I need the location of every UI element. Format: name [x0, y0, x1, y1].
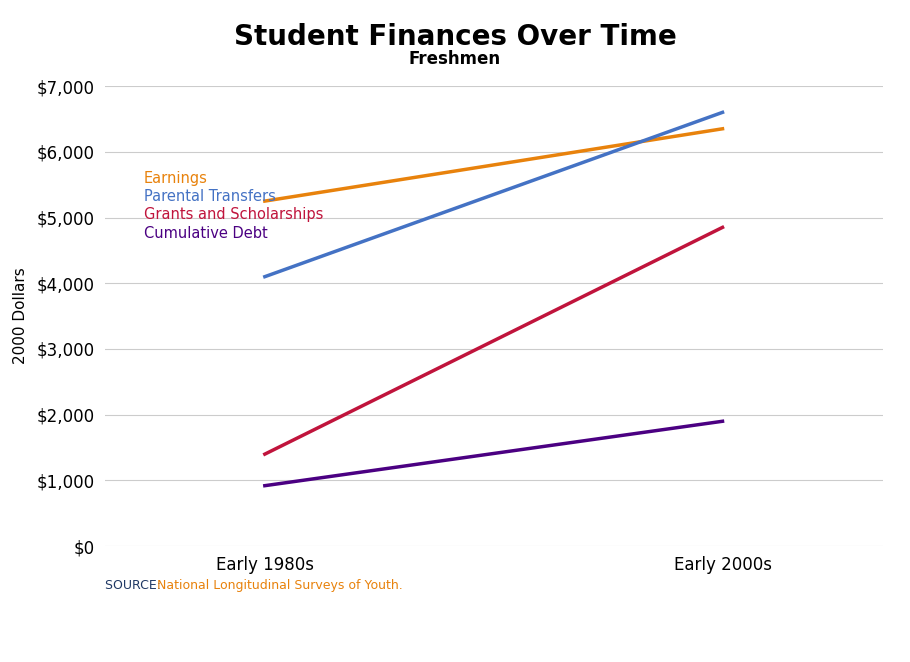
Text: Federal Reserve Bank: Federal Reserve Bank: [18, 629, 209, 645]
Text: SOURCE:: SOURCE:: [105, 579, 165, 592]
Text: Student Finances Over Time: Student Finances Over Time: [234, 23, 676, 51]
Text: of: of: [196, 630, 210, 644]
Text: Grants and Scholarships: Grants and Scholarships: [144, 207, 323, 222]
Text: Earnings: Earnings: [144, 171, 207, 185]
Text: Cumulative Debt: Cumulative Debt: [144, 226, 268, 241]
Text: Parental Transfers: Parental Transfers: [144, 189, 276, 204]
Text: St. Louis: St. Louis: [214, 629, 293, 645]
Y-axis label: 2000 Dollars: 2000 Dollars: [14, 267, 28, 365]
Text: National Longitudinal Surveys of Youth.: National Longitudinal Surveys of Youth.: [157, 579, 403, 592]
Text: Freshmen: Freshmen: [409, 50, 501, 68]
